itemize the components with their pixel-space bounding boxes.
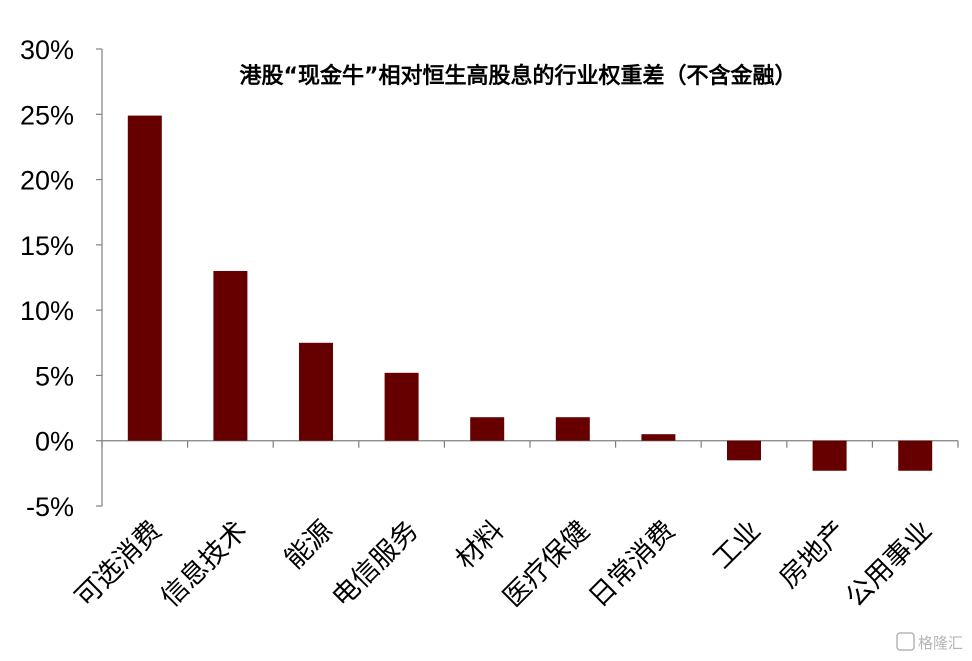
x-category-label: 信息技术 (155, 515, 253, 613)
bar (641, 434, 676, 441)
watermark-text: 格隆汇 (918, 634, 963, 652)
y-tick-label: 20% (20, 166, 74, 196)
x-category-label: 能源 (279, 515, 339, 575)
bars (127, 115, 933, 471)
y-tick-label: 30% (20, 35, 74, 65)
bar (299, 342, 333, 441)
bar (127, 115, 162, 441)
chart-title: 港股“现金牛”相对恒生高股息的行业权重差（不含金融） (240, 63, 797, 89)
y-tick-label: -5% (26, 492, 74, 522)
watermark: 格隆汇 (896, 632, 963, 652)
x-category-label: 材料 (450, 515, 510, 575)
x-category-label: 可选消费 (69, 515, 167, 613)
watermark-logo-icon (896, 632, 915, 651)
bar (384, 372, 419, 441)
x-category-label: 医疗保健 (497, 515, 595, 613)
bar (727, 440, 761, 461)
y-tick-label: 0% (35, 427, 74, 457)
y-tick-label: 25% (20, 100, 74, 130)
bar (898, 440, 933, 471)
y-tick-label: 10% (20, 296, 74, 326)
x-category-label: 电信服务 (326, 515, 424, 613)
x-category-label: 公用事业 (840, 515, 938, 613)
bar (213, 270, 248, 441)
bar (555, 417, 590, 441)
y-tick-label: 15% (20, 231, 74, 261)
x-category-label: 房地产 (773, 515, 852, 594)
x-category-label: 日常消费 (583, 515, 681, 613)
x-category-label: 工业 (707, 515, 767, 575)
y-tick-label: 5% (35, 361, 74, 391)
bar (470, 417, 505, 441)
axes: -5% 0% 5% 10% 15% 20% 25% 30% (20, 35, 959, 522)
bar (812, 440, 847, 471)
